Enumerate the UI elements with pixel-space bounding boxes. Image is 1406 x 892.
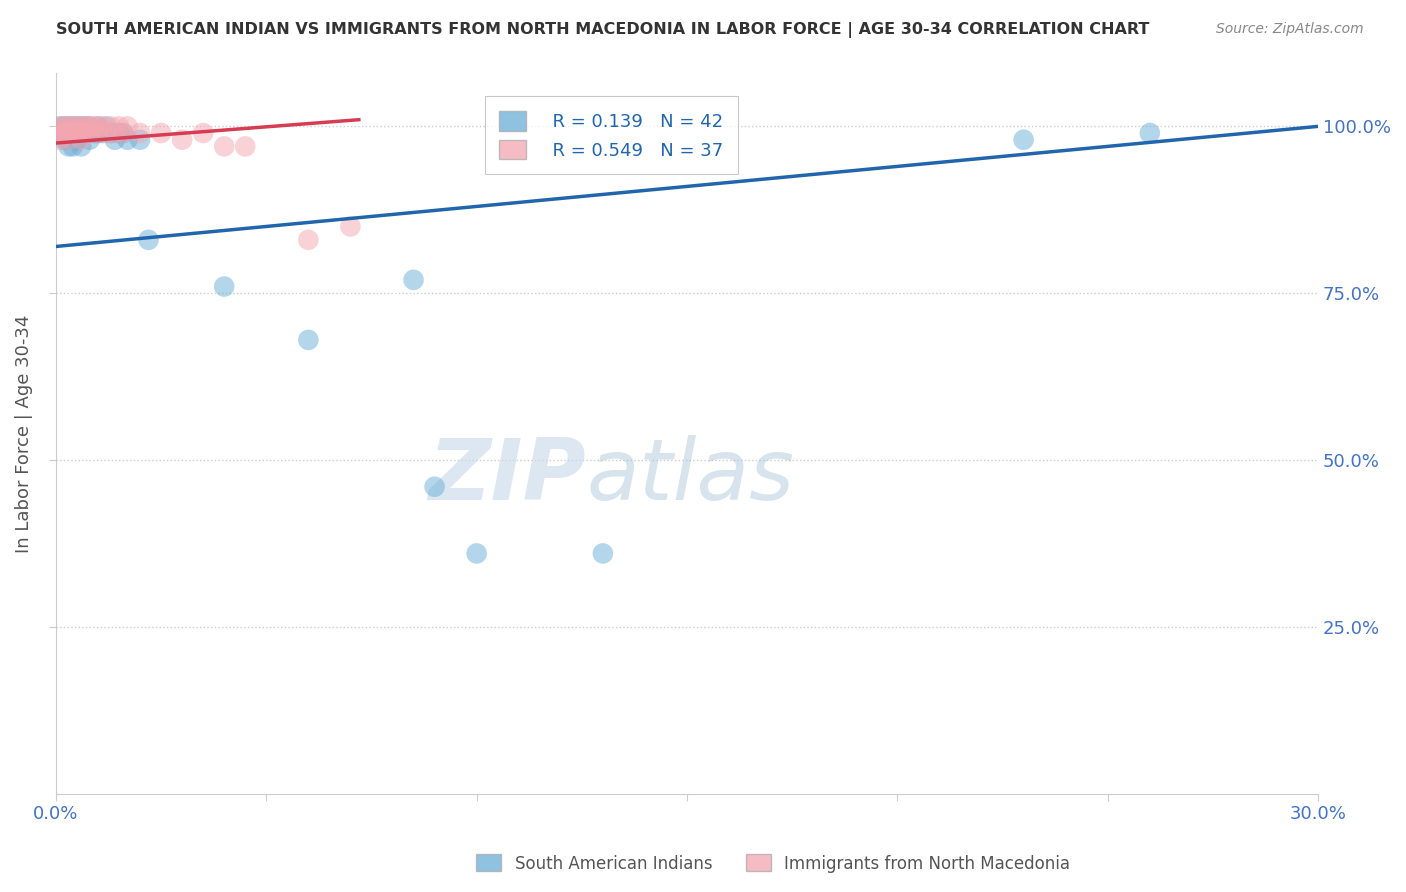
Point (117, 133, 139, 147)
Point (297, 333, 319, 347)
Point (70, 120, 93, 134)
Point (193, 126, 215, 140)
Point (79, 120, 101, 134)
Point (49, 120, 72, 134)
Point (79, 120, 101, 134)
Point (53, 120, 76, 134)
Point (49, 133, 72, 147)
Point (138, 233, 160, 247)
Point (297, 233, 319, 247)
Point (339, 219, 361, 234)
Point (117, 120, 139, 134)
Text: SOUTH AMERICAN INDIAN VS IMMIGRANTS FROM NORTH MACEDONIA IN LABOR FORCE | AGE 30: SOUTH AMERICAN INDIAN VS IMMIGRANTS FROM… (56, 22, 1150, 38)
Legend:   R = 0.139   N = 42,   R = 0.549   N = 37: R = 0.139 N = 42, R = 0.549 N = 37 (485, 96, 738, 174)
Point (79, 133, 101, 147)
Point (112, 126, 135, 140)
Point (79, 126, 101, 140)
Point (87, 126, 110, 140)
Point (58, 133, 80, 147)
Point (75, 120, 97, 134)
Point (87, 120, 110, 134)
Point (58, 120, 80, 134)
Point (70, 133, 93, 147)
Point (592, 546, 614, 560)
Point (70, 120, 93, 134)
Text: atlas: atlas (586, 435, 794, 518)
Text: Source: ZipAtlas.com: Source: ZipAtlas.com (1216, 22, 1364, 37)
Point (53, 133, 76, 147)
Point (66, 126, 89, 140)
Point (96, 126, 118, 140)
Point (423, 480, 446, 494)
Point (108, 126, 131, 140)
Point (49, 126, 72, 140)
Point (465, 546, 488, 560)
Point (172, 133, 194, 147)
Point (62, 120, 84, 134)
Point (66, 120, 89, 134)
Point (49, 126, 72, 140)
Point (58, 120, 80, 134)
Point (83, 126, 105, 140)
Point (91, 120, 114, 134)
Point (58, 133, 80, 147)
Point (212, 139, 235, 153)
Point (66, 133, 89, 147)
Point (70, 126, 93, 140)
Point (53, 126, 76, 140)
Point (53, 126, 76, 140)
Point (62, 126, 84, 140)
Point (91, 126, 114, 140)
Point (62, 126, 84, 140)
Point (212, 279, 235, 293)
Y-axis label: In Labor Force | Age 30-34: In Labor Force | Age 30-34 (15, 314, 32, 552)
Point (150, 126, 173, 140)
Point (49, 120, 72, 134)
Text: ZIP: ZIP (429, 435, 586, 518)
Point (58, 139, 80, 153)
Point (66, 120, 89, 134)
Point (58, 126, 80, 140)
Point (96, 120, 118, 134)
Point (104, 126, 127, 140)
Point (87, 120, 110, 134)
Point (75, 126, 97, 140)
Point (58, 126, 80, 140)
Point (62, 139, 84, 153)
Point (100, 120, 122, 134)
Point (66, 126, 89, 140)
Point (70, 126, 93, 140)
Point (108, 120, 131, 134)
Point (87, 126, 110, 140)
Point (233, 139, 256, 153)
Point (53, 120, 76, 134)
Point (402, 273, 425, 287)
Point (129, 133, 152, 147)
Point (104, 133, 127, 147)
Point (75, 126, 97, 140)
Legend: South American Indians, Immigrants from North Macedonia: South American Indians, Immigrants from … (470, 847, 1077, 880)
Point (1139, 126, 1161, 140)
Point (75, 120, 97, 134)
Point (83, 120, 105, 134)
Point (70, 139, 93, 153)
Point (112, 126, 135, 140)
Point (1012, 133, 1035, 147)
Point (100, 126, 122, 140)
Point (62, 120, 84, 134)
Point (129, 126, 152, 140)
